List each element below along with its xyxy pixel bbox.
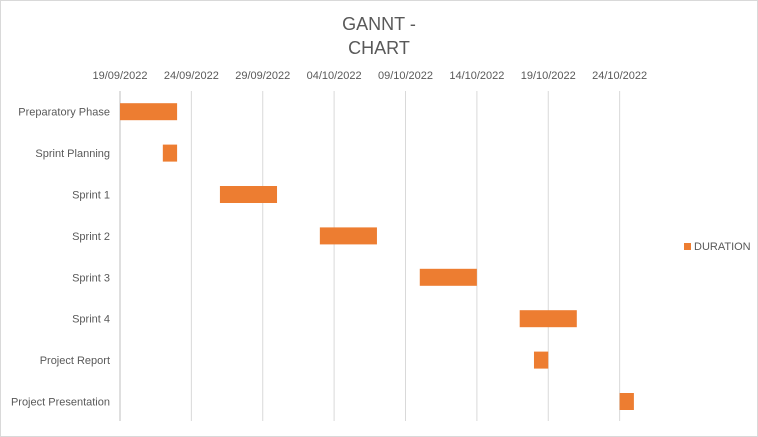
category-label: Project Report [40,355,110,367]
x-tick-label: 09/10/2022 [378,70,433,82]
chart-title-line-1: GANNT - [342,14,416,34]
chart-title-line-2: CHART [348,38,410,58]
category-label: Sprint 1 [72,190,110,202]
bar-sprint-2 [319,227,377,245]
category-label: Project Presentation [11,397,110,409]
bar-sprint-3 [419,268,477,286]
category-label: Sprint 3 [72,272,110,284]
category-label: Sprint 4 [72,314,110,326]
x-tick-label: 14/10/2022 [449,70,504,82]
category-label: Sprint 2 [72,231,110,243]
gridlines [119,91,621,421]
bar-sprint-4 [519,310,577,328]
bar-preparatory-phase [120,103,178,121]
x-tick-label: 24/10/2022 [592,70,647,82]
bar-sprint-planning [162,144,178,162]
x-tick-label: 19/10/2022 [521,70,576,82]
legend: DURATION [684,241,751,253]
bar-project-report [533,351,549,369]
chart-title: GANNT - CHART [342,14,416,58]
category-label: Sprint Planning [35,148,110,160]
legend-label: DURATION [694,241,751,253]
y-axis-category-labels: Preparatory Phase Sprint Planning Sprint 1… [11,107,110,409]
bar-project-presentation [619,393,634,410]
x-axis-tick-labels: 19/09/2022 24/09/2022 29/09/2022 04/10/2022… [92,70,647,82]
x-tick-label: 04/10/2022 [307,70,362,82]
x-tick-label: 29/09/2022 [235,70,290,82]
bar-sprint-1 [219,186,278,203]
category-label: Preparatory Phase [18,107,110,119]
legend-swatch [684,243,691,250]
x-tick-label: 24/09/2022 [164,70,219,82]
duration-bars [120,103,634,410]
x-tick-label: 19/09/2022 [92,70,147,82]
